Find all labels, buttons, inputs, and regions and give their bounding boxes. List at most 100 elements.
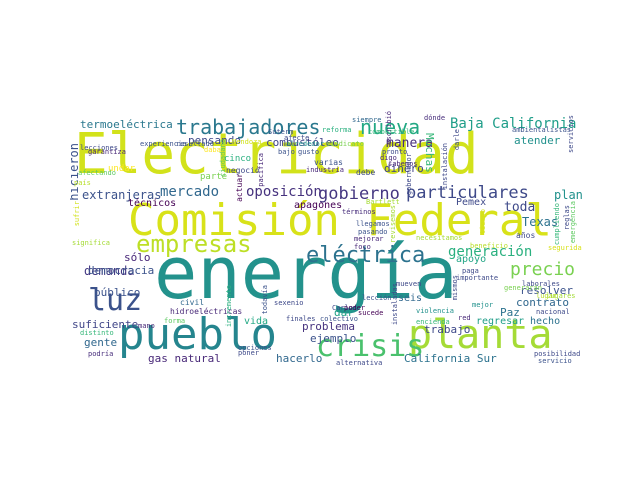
word: garantiza bbox=[88, 148, 126, 156]
word: parte bbox=[200, 172, 228, 182]
word: luz bbox=[88, 283, 143, 318]
word: mano bbox=[138, 322, 155, 330]
word: eléctrica bbox=[306, 243, 426, 268]
word: varias bbox=[314, 158, 343, 167]
word: sexenio bbox=[274, 299, 304, 307]
word: nacional bbox=[536, 308, 570, 316]
word: poder bbox=[344, 304, 366, 312]
word: Carlos bbox=[332, 304, 358, 312]
word: extranjeras bbox=[82, 188, 162, 202]
word: mismos bbox=[451, 275, 459, 301]
word: actuar bbox=[235, 173, 244, 202]
word: planta bbox=[408, 312, 553, 358]
word: apoyo bbox=[456, 254, 487, 265]
word: seis bbox=[398, 293, 423, 304]
word: nueva bbox=[360, 115, 421, 139]
word: debe bbox=[356, 168, 376, 177]
word: gas natural bbox=[148, 352, 221, 365]
word: afecte bbox=[284, 134, 310, 142]
word: regresar bbox=[476, 316, 525, 327]
word: contrato bbox=[516, 296, 569, 309]
word: sindicato bbox=[326, 140, 364, 148]
word: gobernador bbox=[405, 153, 413, 196]
word: ejemplo bbox=[310, 332, 357, 345]
word: técnicos bbox=[128, 198, 177, 209]
word: lección bbox=[362, 294, 392, 302]
word: generarán bbox=[504, 284, 542, 292]
word: reforma bbox=[322, 126, 352, 134]
word: poner bbox=[238, 349, 260, 357]
word: necesitamos bbox=[416, 234, 463, 242]
word: pasando bbox=[358, 228, 388, 236]
word: instalación bbox=[441, 143, 449, 190]
word: termoeléctrica bbox=[80, 118, 173, 131]
word: dónde bbox=[424, 114, 446, 122]
word: industria bbox=[306, 166, 344, 174]
word: Bartlett bbox=[366, 198, 400, 206]
word: darle bbox=[453, 129, 461, 151]
word: crisis bbox=[316, 329, 425, 364]
word: gente bbox=[84, 336, 118, 349]
word: sólo bbox=[124, 251, 151, 264]
word: revisemos bbox=[389, 205, 397, 243]
word: alrededor bbox=[286, 140, 324, 148]
word: Comisión Federal bbox=[128, 195, 552, 246]
word: problema bbox=[302, 320, 355, 333]
word: apagones bbox=[294, 200, 343, 211]
word: sufrir bbox=[73, 201, 81, 227]
word: lugares bbox=[546, 292, 576, 300]
word: gusto bbox=[298, 148, 320, 156]
word: oposición bbox=[246, 184, 322, 200]
word: manera bbox=[386, 136, 433, 151]
word: combustóleo bbox=[266, 136, 339, 149]
word: términos bbox=[342, 208, 376, 216]
word: dar bbox=[334, 306, 354, 319]
word: lecciones bbox=[80, 144, 118, 152]
word: red bbox=[458, 314, 471, 322]
word: empresas bbox=[136, 230, 252, 258]
word: digo bbox=[380, 154, 397, 162]
word: mejor bbox=[472, 301, 494, 309]
word: resultado bbox=[176, 140, 214, 148]
word: distinto bbox=[80, 329, 114, 337]
word: pronto bbox=[382, 148, 408, 156]
word-cloud: energía Electricidad Comisión Federal pu… bbox=[70, 105, 582, 371]
word: trabajo bbox=[424, 323, 471, 336]
word: laborales bbox=[522, 280, 560, 288]
word: afectando bbox=[78, 169, 116, 177]
word: pueblo bbox=[118, 309, 277, 360]
word: Paz bbox=[500, 306, 520, 319]
word: encienda bbox=[416, 318, 450, 326]
word: plan bbox=[554, 188, 582, 202]
word: ambientalistas bbox=[512, 126, 572, 134]
word: cumpliendo bbox=[553, 203, 561, 246]
word: finales bbox=[286, 315, 316, 323]
word: servicios bbox=[567, 115, 575, 153]
word: sucede bbox=[358, 309, 384, 317]
word: llegamos bbox=[356, 220, 390, 228]
word: demanda bbox=[84, 264, 135, 278]
word: bajo bbox=[278, 148, 295, 156]
word: alternativa bbox=[336, 359, 383, 367]
word: forma bbox=[164, 317, 186, 325]
word: todavía bbox=[261, 285, 269, 315]
word: seguridad bbox=[548, 244, 582, 252]
word: años bbox=[516, 231, 536, 240]
word: Pemex bbox=[456, 197, 487, 208]
word: hidroeléctricas bbox=[170, 307, 243, 316]
word: resolver bbox=[520, 284, 573, 297]
word: pensando bbox=[188, 134, 241, 147]
word: foco bbox=[354, 243, 371, 251]
word: público bbox=[94, 286, 141, 299]
word: siempre bbox=[352, 116, 382, 124]
word: violencia bbox=[416, 307, 454, 315]
word: Texas bbox=[522, 215, 559, 229]
word: podría bbox=[88, 350, 114, 358]
word: ciudadano bbox=[219, 139, 227, 177]
word: mejorar bbox=[354, 235, 384, 243]
word: particulares bbox=[406, 183, 529, 203]
word: emergencia bbox=[569, 201, 577, 244]
word: generación bbox=[448, 244, 533, 260]
word: lugar bbox=[536, 292, 558, 300]
word: escribió bbox=[385, 111, 393, 145]
